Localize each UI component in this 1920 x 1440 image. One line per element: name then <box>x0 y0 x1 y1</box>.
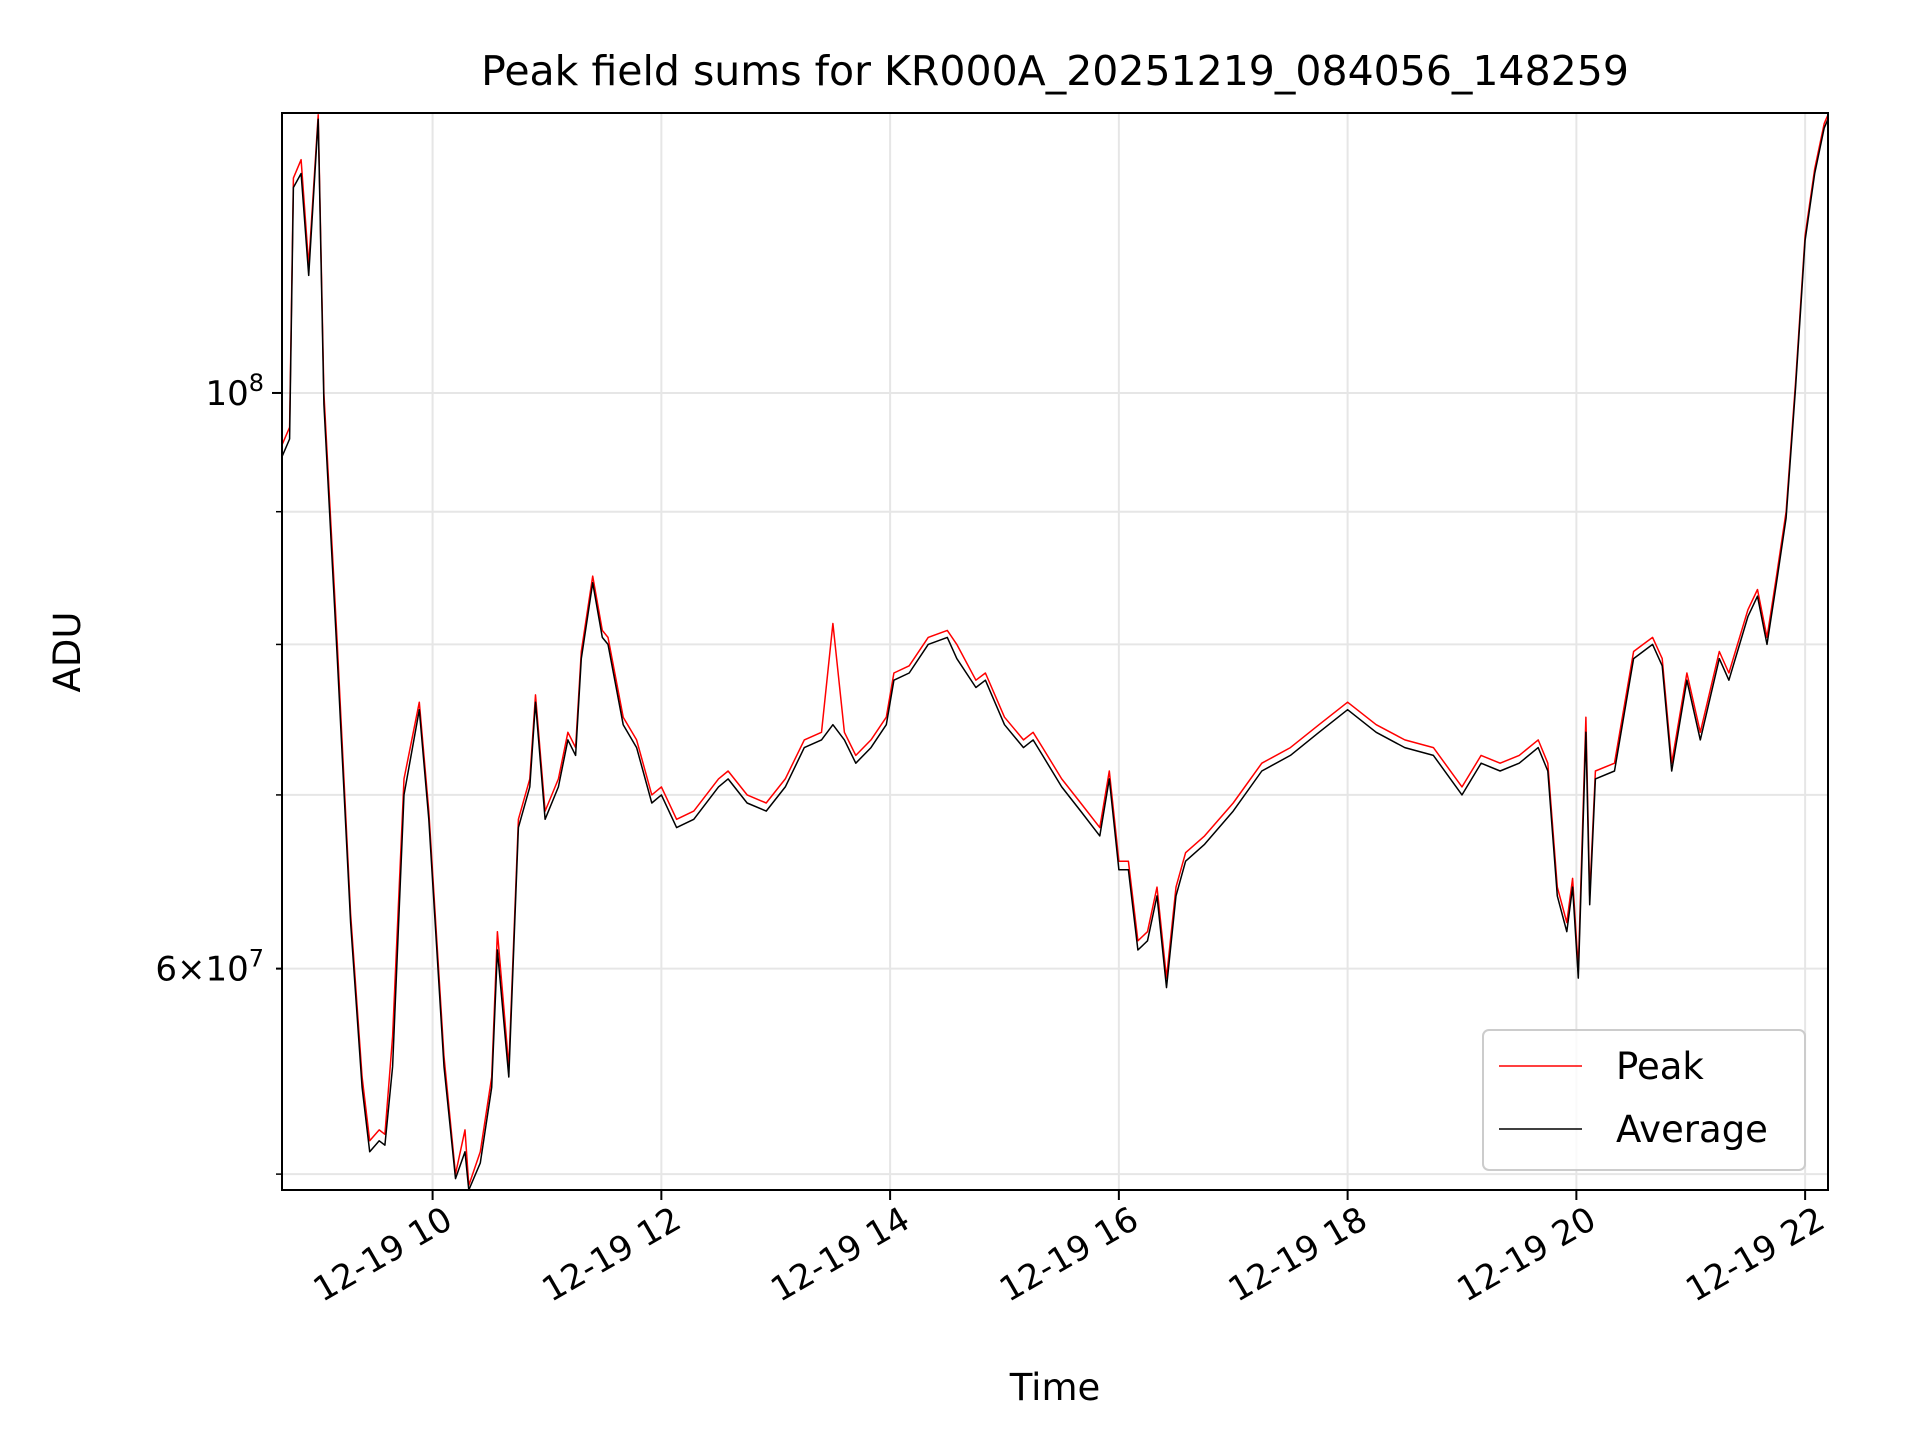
y-tick-label: 6×107 <box>155 945 264 990</box>
chart-title: Peak field sums for KR000A_20251219_0840… <box>481 47 1629 95</box>
series-layer <box>281 114 1829 1191</box>
legend-label-peak: Peak <box>1616 1045 1704 1088</box>
y-axis-label: ADU <box>46 612 89 693</box>
x-axis-label: Time <box>1009 1366 1101 1409</box>
grid <box>282 113 1828 1190</box>
series-line-average <box>281 118 1829 1191</box>
plot-frame <box>281 112 1829 1191</box>
legend-label-average: Average <box>1616 1108 1768 1151</box>
series-line-peak <box>281 114 1829 1187</box>
legend: Peak Average <box>1482 1029 1806 1171</box>
y-tick-label: 108 <box>205 369 264 414</box>
legend-box <box>1482 1029 1806 1171</box>
